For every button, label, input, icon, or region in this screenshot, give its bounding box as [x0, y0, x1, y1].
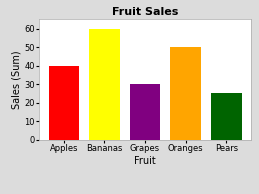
Bar	[48, 66, 79, 140]
Y-axis label: Sales (Sum): Sales (Sum)	[11, 50, 21, 109]
Bar	[170, 47, 201, 140]
Title: Fruit Sales: Fruit Sales	[112, 7, 178, 17]
Bar	[89, 29, 120, 140]
X-axis label: Fruit: Fruit	[134, 156, 156, 166]
Bar	[211, 94, 242, 140]
Bar	[130, 84, 160, 140]
